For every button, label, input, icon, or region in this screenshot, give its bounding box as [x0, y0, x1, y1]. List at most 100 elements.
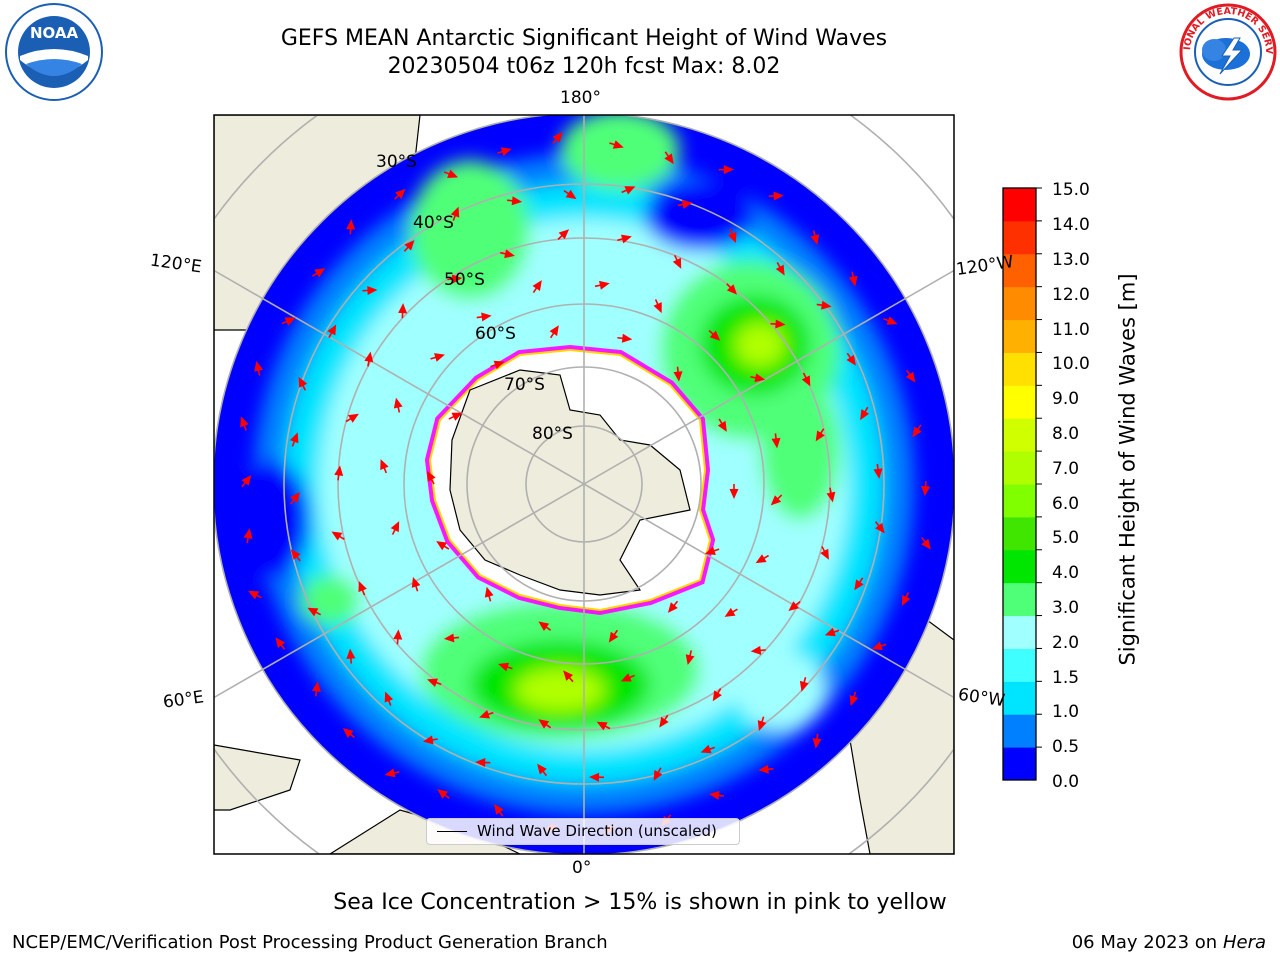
- wave-direction-arrowhead: [390, 521, 400, 533]
- wave-direction-arrowhead: [681, 199, 693, 209]
- wave-direction-arrowhead: [563, 670, 574, 681]
- wave-direction-arrowhead: [411, 576, 421, 588]
- lat-label-50s: 50°S: [444, 270, 485, 290]
- wave-direction-arrowhead: [511, 196, 523, 206]
- wave-direction-arrowhead: [770, 495, 782, 506]
- map-legend: Wind Wave Direction (unscaled): [426, 818, 740, 845]
- wave-direction-arrowhead: [314, 268, 326, 278]
- noaa-logo-text: NOAA: [30, 24, 79, 42]
- wave-direction-arrowhead: [558, 229, 570, 240]
- wave-direction-arrowhead: [901, 595, 911, 606]
- wave-direction-arrowhead: [346, 219, 356, 230]
- colorbar-segment: [1003, 286, 1036, 321]
- wave-direction-arrowhead: [565, 189, 577, 199]
- nws-logo: NATIONAL WEATHER SERVICE: [1178, 2, 1277, 101]
- colorbar-label: Significant Height of Wind Waves [m]: [1115, 273, 1140, 666]
- colorbar-tick: 15.0: [1052, 180, 1090, 200]
- wave-direction-arrowhead: [436, 541, 448, 551]
- wave-direction-arrowhead: [348, 413, 359, 423]
- wave-direction-arrowhead: [395, 188, 406, 200]
- lat-label-60s: 60°S: [475, 324, 516, 344]
- colorbar-segment: [1003, 352, 1036, 386]
- wave-direction-arrowhead: [673, 371, 683, 382]
- wave-direction-arrowhead: [801, 375, 811, 387]
- wave-direction-arrowhead: [358, 581, 367, 593]
- noaa-logo: NOAA: [5, 3, 103, 101]
- chart-subtitle: 20230504 t06z 120h fcst Max: 8.02: [387, 54, 781, 79]
- wave-direction-arrowhead: [393, 397, 403, 409]
- wave-direction-arrowhead: [290, 549, 301, 560]
- wave-direction-arrowhead: [532, 280, 542, 291]
- wave-direction-arrowhead: [755, 554, 767, 564]
- wave-direction-arrowhead: [700, 744, 712, 754]
- wave-direction-arrowhead: [552, 131, 563, 143]
- colorbar-segment: [1003, 253, 1036, 288]
- wave-direction-arrowhead: [364, 351, 374, 363]
- colorbar-tick: 1.5: [1052, 668, 1080, 688]
- wave-direction-arrowhead: [384, 768, 396, 778]
- wave-direction-arrowhead: [826, 491, 836, 503]
- wave-direction-arrowhead: [723, 165, 734, 175]
- colorbar-segment: [1003, 451, 1036, 485]
- wave-direction-arrowhead: [284, 317, 296, 326]
- colorbar-segment: [1003, 714, 1036, 748]
- wave-direction-arrowhead: [712, 690, 722, 702]
- date-line: 06 May 2023 on Hera: [1072, 932, 1266, 953]
- wave-direction-arrowhead: [709, 330, 721, 341]
- wave-direction-arrowhead: [346, 648, 356, 659]
- map-border: [213, 114, 955, 855]
- colorbar-segment: [1003, 220, 1036, 255]
- colorbar-segment: [1003, 319, 1036, 353]
- colorbar-segment: [1003, 582, 1036, 617]
- colorbar-segment: [1003, 648, 1036, 682]
- wave-direction-arrowhead: [493, 360, 505, 370]
- wave-direction-arrowhead: [724, 607, 736, 617]
- wave-direction-arrowhead: [451, 412, 463, 421]
- wave-direction-arrowhead: [327, 324, 337, 336]
- wave-direction-arrowhead: [589, 772, 600, 782]
- wave-direction-arrowhead: [821, 300, 832, 310]
- colorbar-tick: 11.0: [1052, 320, 1090, 340]
- graticule: [214, 115, 954, 854]
- colorbar-tick: 9.0: [1052, 389, 1080, 409]
- wave-direction-arrowhead: [775, 319, 786, 329]
- wave-direction-arrowhead: [709, 790, 720, 800]
- wave-direction-arrowhead: [754, 373, 766, 383]
- wave-direction-arrowhead: [846, 354, 856, 366]
- wave-direction-arrowhead: [241, 474, 252, 486]
- colorbar-tick: 12.0: [1052, 285, 1090, 305]
- credit-line: NCEP/EMC/Verification Post Processing Pr…: [12, 932, 608, 953]
- wave-direction-arrowhead: [504, 249, 515, 259]
- wave-direction-arrowhead: [443, 633, 455, 643]
- colorbar-segment: [1003, 418, 1036, 452]
- wave-direction-arrowhead: [854, 579, 864, 591]
- wave-direction-arrowhead: [422, 735, 434, 745]
- wave-direction-arrowhead: [905, 371, 916, 383]
- wave-direction-arrowhead: [384, 691, 394, 703]
- wave-direction-arrowhead: [799, 680, 809, 692]
- wave-direction-arrowhead: [653, 769, 663, 781]
- wave-direction-arrowhead: [437, 789, 448, 799]
- sea-ice-note: Sea Ice Concentration > 15% is shown in …: [333, 890, 947, 915]
- wave-direction-arrowhead: [481, 312, 492, 322]
- colorbar-tick: 6.0: [1052, 494, 1080, 514]
- wave-direction-arrowhead: [398, 303, 408, 314]
- wave-direction-arrowhead: [538, 719, 550, 729]
- wave-direction-arrowhead: [621, 333, 633, 343]
- wave-direction-arrowhead: [434, 353, 445, 362]
- wave-direction-arrowhead: [820, 548, 829, 560]
- colorbar: [1003, 187, 1042, 781]
- wave-direction-arrowhead: [479, 710, 491, 719]
- wave-direction-arrowhead: [447, 169, 459, 178]
- wave-direction-arrowhead: [667, 602, 678, 613]
- wave-direction-arrowhead: [494, 803, 504, 815]
- wave-direction-arrowhead: [757, 720, 767, 732]
- colorbar-tick: 10.0: [1052, 354, 1090, 374]
- wave-direction-arrowhead: [758, 764, 769, 774]
- colorbar-tick: 13.0: [1052, 250, 1090, 270]
- wave-direction-arrowhead: [342, 728, 354, 738]
- wave-direction-arrowhead: [500, 147, 512, 157]
- lat-label-40s: 40°S: [413, 213, 454, 233]
- colorbar-segment: [1003, 681, 1036, 715]
